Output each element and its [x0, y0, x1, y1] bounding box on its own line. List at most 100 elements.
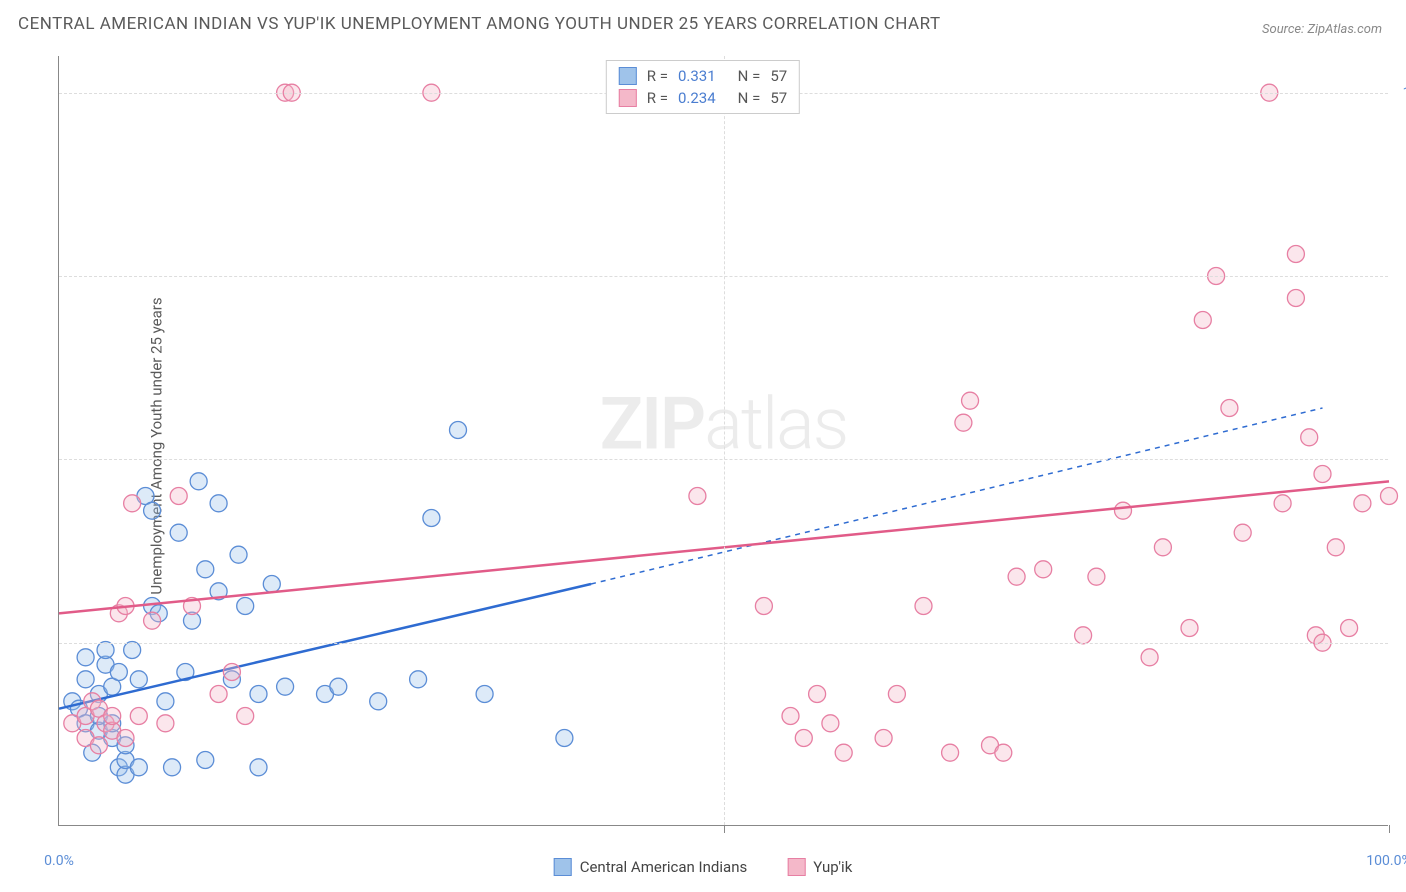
r-label: R = — [647, 89, 668, 107]
plot-area: ZIPatlas 25.0%50.0%75.0%100.0%0.0%100.0% — [58, 56, 1388, 826]
scatter-point — [104, 708, 121, 725]
scatter-point — [223, 664, 240, 681]
scatter-point — [1194, 312, 1211, 329]
scatter-point — [110, 664, 127, 681]
source-attribution: Source: ZipAtlas.com — [1262, 22, 1382, 37]
scatter-point — [124, 642, 141, 659]
scatter-point — [1075, 627, 1092, 644]
scatter-point — [170, 488, 187, 505]
scatter-point — [77, 649, 94, 666]
scatter-point — [197, 752, 214, 769]
scatter-point — [250, 686, 267, 703]
scatter-point — [277, 678, 294, 695]
legend-swatch — [554, 858, 572, 876]
chart-title: CENTRAL AMERICAN INDIAN VS YUP'IK UNEMPL… — [18, 14, 941, 34]
y-tick-label: 75.0% — [1393, 268, 1406, 284]
legend-swatch — [787, 858, 805, 876]
scatter-point — [170, 524, 187, 541]
scatter-point — [795, 730, 812, 747]
scatter-point — [157, 715, 174, 732]
scatter-point — [995, 744, 1012, 761]
n-label: N = — [738, 89, 761, 107]
legend-label: Central American Indians — [580, 858, 748, 876]
scatter-point — [263, 576, 280, 593]
scatter-point — [190, 473, 207, 490]
scatter-point — [1008, 568, 1025, 585]
r-value: 0.331 — [678, 67, 716, 85]
scatter-point — [230, 546, 247, 563]
scatter-point — [130, 671, 147, 688]
n-value: 57 — [770, 89, 787, 107]
scatter-point — [130, 708, 147, 725]
scatter-point — [1341, 620, 1358, 637]
scatter-point — [1287, 246, 1304, 263]
scatter-point — [835, 744, 852, 761]
r-value: 0.234 — [678, 89, 716, 107]
scatter-point — [1301, 429, 1318, 446]
legend-label: Yup'ik — [813, 858, 852, 876]
scatter-point — [875, 730, 892, 747]
scatter-point — [476, 686, 493, 703]
gridline-vertical — [724, 56, 725, 825]
scatter-point — [822, 715, 839, 732]
scatter-point — [962, 392, 979, 409]
scatter-point — [809, 686, 826, 703]
scatter-point — [1088, 568, 1105, 585]
scatter-point — [97, 642, 114, 659]
scatter-point — [197, 561, 214, 578]
series-legend: Central American Indians Yup'ik — [554, 858, 853, 876]
x-tick-label: 0.0% — [44, 853, 74, 869]
scatter-point — [237, 598, 254, 615]
y-tick-label: 50.0% — [1393, 451, 1406, 467]
scatter-point — [1154, 539, 1171, 556]
scatter-point — [1354, 495, 1371, 512]
source-prefix: Source: — [1262, 22, 1307, 37]
scatter-point — [370, 693, 387, 710]
scatter-point — [1381, 488, 1398, 505]
scatter-point — [410, 671, 427, 688]
scatter-point — [689, 488, 706, 505]
scatter-point — [450, 422, 467, 439]
scatter-point — [250, 759, 267, 776]
n-label: N = — [738, 67, 761, 85]
scatter-point — [423, 510, 440, 527]
scatter-point — [144, 612, 161, 629]
x-tick — [724, 825, 725, 833]
correlation-legend: R = 0.331 N = 57R = 0.234 N = 57 — [606, 60, 800, 114]
scatter-point — [90, 737, 107, 754]
correlation-legend-row: R =0.331N =57 — [619, 65, 787, 87]
scatter-point — [1234, 524, 1251, 541]
scatter-point — [144, 502, 161, 519]
scatter-point — [164, 759, 181, 776]
source-name: ZipAtlas.com — [1307, 22, 1382, 37]
scatter-point — [330, 678, 347, 695]
legend-swatch — [619, 67, 637, 85]
scatter-point — [556, 730, 573, 747]
scatter-point — [157, 693, 174, 710]
scatter-point — [782, 708, 799, 725]
scatter-point — [210, 495, 227, 512]
scatter-point — [77, 671, 94, 688]
scatter-point — [117, 730, 134, 747]
scatter-point — [755, 598, 772, 615]
scatter-point — [124, 495, 141, 512]
scatter-point — [1181, 620, 1198, 637]
x-tick-label: 100.0% — [1366, 853, 1406, 869]
scatter-point — [1221, 400, 1238, 417]
scatter-point — [130, 759, 147, 776]
scatter-point — [1115, 502, 1132, 519]
scatter-point — [942, 744, 959, 761]
legend-swatch — [619, 89, 637, 107]
scatter-point — [1287, 290, 1304, 307]
scatter-point — [1314, 466, 1331, 483]
r-label: R = — [647, 67, 668, 85]
legend-item: Yup'ik — [787, 858, 852, 876]
x-tick — [1389, 825, 1390, 833]
scatter-point — [210, 686, 227, 703]
scatter-point — [237, 708, 254, 725]
y-tick-label: 100.0% — [1393, 85, 1406, 101]
y-tick-label: 25.0% — [1393, 635, 1406, 651]
scatter-point — [1274, 495, 1291, 512]
correlation-legend-row: R = 0.234 N = 57 — [619, 87, 787, 109]
scatter-point — [1035, 561, 1052, 578]
